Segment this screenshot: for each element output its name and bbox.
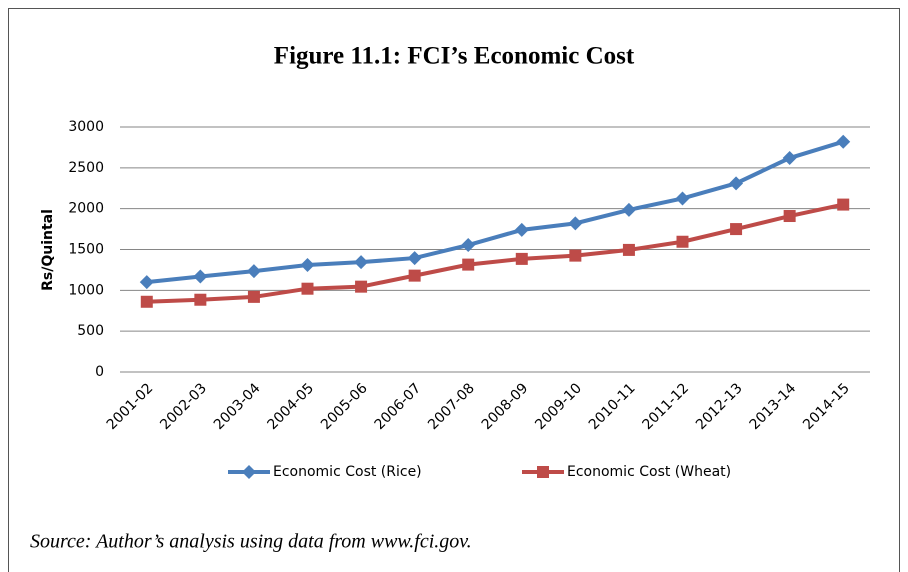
y-tick-label: 0 bbox=[95, 364, 104, 380]
data-point bbox=[729, 176, 744, 191]
data-point bbox=[730, 223, 743, 236]
x-tick-label: 2007-08 bbox=[425, 380, 478, 433]
data-point bbox=[675, 191, 690, 206]
y-tick-label: 2000 bbox=[68, 201, 104, 217]
data-point bbox=[246, 264, 261, 279]
data-point bbox=[783, 210, 796, 223]
y-axis-label: Rs/Quintal bbox=[40, 209, 56, 291]
x-tick-label: 2009-10 bbox=[532, 380, 585, 433]
x-tick-label: 2008-09 bbox=[479, 380, 532, 433]
series-line bbox=[146, 139, 844, 285]
x-tick-label: 2005-06 bbox=[318, 380, 371, 433]
data-point bbox=[782, 151, 797, 166]
data-point bbox=[514, 222, 529, 237]
data-point bbox=[247, 290, 260, 303]
data-point bbox=[462, 258, 475, 271]
data-point bbox=[569, 249, 582, 262]
data-point bbox=[568, 216, 583, 231]
data-point bbox=[515, 252, 528, 265]
x-tick-label: 2001-02 bbox=[104, 380, 157, 433]
data-point bbox=[300, 258, 315, 273]
source-note: Source: Author’s analysis using data fro… bbox=[30, 531, 472, 553]
data-point bbox=[140, 295, 153, 308]
x-tick-label: 2013-14 bbox=[747, 380, 800, 433]
data-point bbox=[355, 280, 368, 293]
data-point bbox=[354, 255, 369, 270]
data-point bbox=[837, 198, 850, 211]
data-point bbox=[836, 134, 851, 149]
data-point bbox=[193, 269, 208, 284]
data-point bbox=[408, 269, 421, 282]
legend-label: Economic Cost (Wheat) bbox=[567, 464, 731, 480]
data-point bbox=[139, 275, 154, 290]
data-point bbox=[407, 251, 422, 266]
legend-marker bbox=[537, 466, 549, 478]
series-line bbox=[146, 202, 844, 304]
x-tick-label: 2010-11 bbox=[586, 380, 639, 433]
legend-label: Economic Cost (Rice) bbox=[273, 464, 422, 480]
x-tick-label: 2003-04 bbox=[211, 380, 264, 433]
data-point bbox=[301, 282, 314, 295]
data-point bbox=[194, 293, 207, 306]
x-tick-label: 2012-13 bbox=[693, 380, 746, 433]
x-tick-label: 2006-07 bbox=[372, 380, 425, 433]
y-tick-label: 1500 bbox=[68, 242, 104, 258]
chart-title: Figure 11.1: FCI’s Economic Cost bbox=[274, 43, 635, 70]
x-tick-label: 2004-05 bbox=[264, 380, 317, 433]
y-tick-label: 2500 bbox=[68, 160, 104, 176]
frame bbox=[8, 8, 900, 572]
data-point bbox=[461, 238, 476, 253]
data-point bbox=[622, 243, 635, 256]
x-tick-label: 2002-03 bbox=[157, 380, 210, 433]
x-tick-label: 2011-12 bbox=[639, 380, 692, 433]
data-point bbox=[621, 202, 636, 217]
data-point bbox=[676, 235, 689, 248]
x-tick-label: 2014-15 bbox=[800, 380, 853, 433]
y-tick-label: 1000 bbox=[68, 282, 104, 298]
y-tick-label: 500 bbox=[77, 323, 104, 339]
y-tick-label: 3000 bbox=[68, 119, 104, 135]
legend-marker bbox=[242, 465, 256, 479]
